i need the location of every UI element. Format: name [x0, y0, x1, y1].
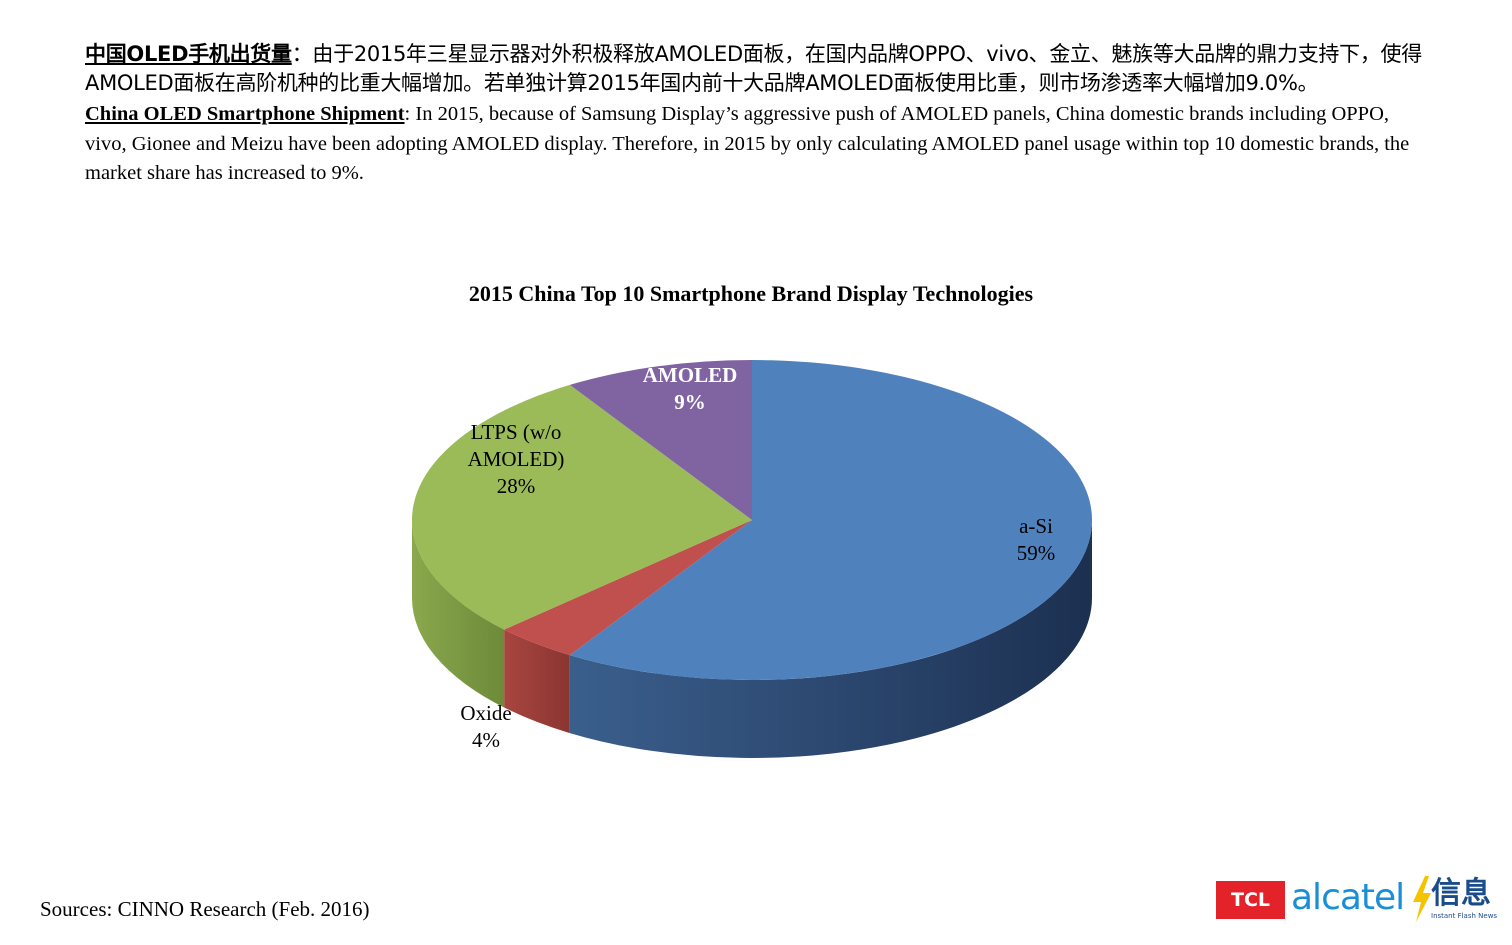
chinese-heading: 中国OLED手机出货量 — [85, 42, 292, 66]
english-paragraph: China OLED Smartphone Shipment: In 2015,… — [85, 100, 1430, 189]
pie-sides — [412, 520, 1092, 758]
pie-labels: a-Si 59% Oxide 4% LTPS (w/o AMOLED) 28% AMOLED 9… — [460, 363, 1055, 752]
english-body: : In 2015, because of Samsung Display’s … — [85, 103, 1410, 184]
xinxi-logo-text: 信息 — [1431, 876, 1491, 911]
pie-slice-a-si — [569, 360, 1092, 680]
xinxi-subtitle: Instant Flash News — [1431, 912, 1498, 920]
pie-label-oxide: Oxide 4% — [460, 701, 511, 752]
pie-tops — [412, 360, 1092, 680]
english-heading: China OLED Smartphone Shipment — [85, 103, 405, 125]
pie-label-ltps-w-o-amoled: LTPS (w/o AMOLED) 28% — [468, 420, 565, 498]
pie-side-ltps-w-o-amoled — [412, 520, 505, 708]
alcatel-logo: alcatel — [1291, 877, 1405, 918]
pie-side-oxide — [504, 629, 570, 734]
pie-side-a-si — [569, 520, 1092, 758]
chinese-body: ：由于2015年三星显示器对外积极释放AMOLED面板，在国内品牌OPPO、vi… — [85, 42, 1422, 95]
lightning-bolt-icon — [1413, 876, 1431, 922]
pie-slice-oxide — [504, 520, 752, 656]
sources-note: Sources: CINNO Research (Feb. 2016) — [40, 897, 370, 921]
chart-title: 2015 China Top 10 Smartphone Brand Displ… — [469, 281, 1034, 306]
tcl-logo: TCL — [1216, 881, 1285, 919]
intro-text: 中国OLED手机出货量：由于2015年三星显示器对外积极释放AMOLED面板，在… — [85, 40, 1430, 189]
pie-slice-amoled — [569, 360, 752, 520]
pie-label-a-si: a-Si 59% — [1017, 514, 1056, 565]
chinese-paragraph: 中国OLED手机出货量：由于2015年三星显示器对外积极释放AMOLED面板，在… — [85, 40, 1430, 98]
tcl-alcatel-logo: TCL alcatel 信息 Instant Flash News — [1216, 874, 1498, 924]
pie-slice-ltps-w-o-amoled — [412, 384, 752, 630]
pie-label-amoled: AMOLED 9% — [643, 363, 738, 414]
